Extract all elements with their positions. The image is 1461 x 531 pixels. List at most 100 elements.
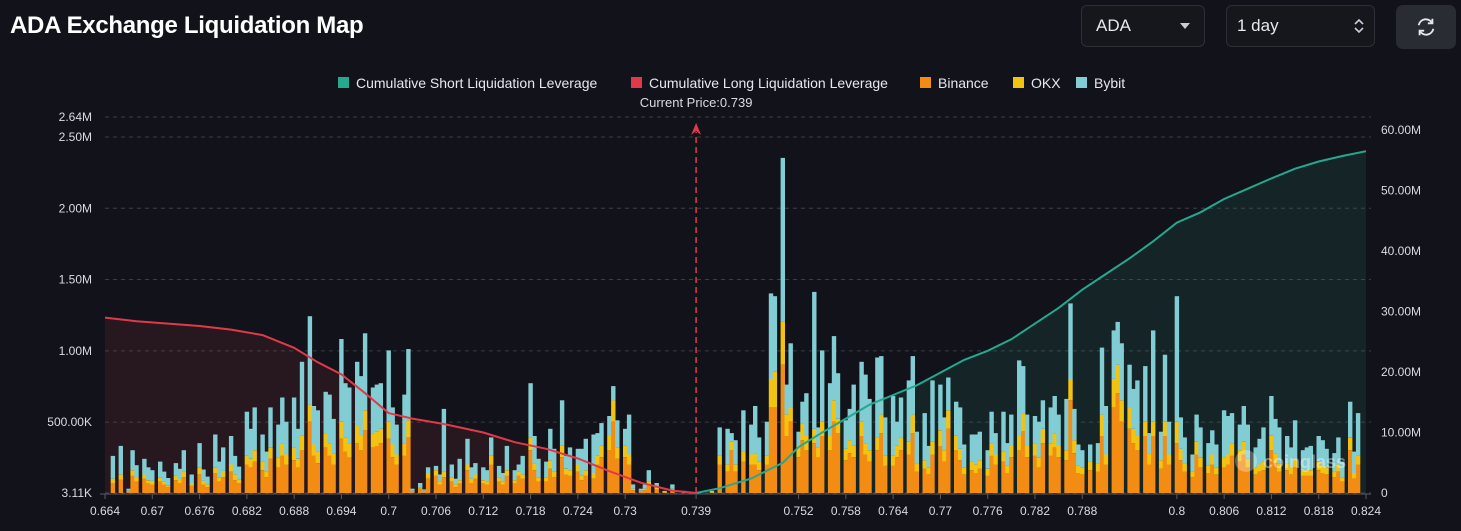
okx-bar (406, 420, 411, 438)
binance-bar (496, 481, 502, 493)
binance-bar (1040, 443, 1046, 493)
binance-bar (1324, 474, 1329, 493)
bybit-bar (1017, 360, 1022, 436)
okx-bar (205, 484, 210, 488)
binance-bar (1131, 443, 1136, 493)
bybit-bar (1277, 427, 1282, 463)
bybit-bar (177, 468, 183, 480)
okx-bar (418, 487, 423, 489)
binance-bar (1194, 454, 1199, 493)
bybit-bar (954, 401, 959, 436)
okx-bar (583, 470, 588, 476)
bybit-bar (642, 484, 648, 489)
okx-bar (1162, 421, 1168, 436)
bybit-bar (402, 394, 407, 444)
bybit-bar (926, 445, 931, 468)
binance-bar (362, 430, 368, 493)
bybit-bar (615, 420, 620, 448)
legend: Cumulative Short Liquidation Leverage Cum… (338, 75, 1125, 91)
bybit-bar (422, 489, 427, 491)
bybit-bar (812, 291, 817, 429)
okx-bar (985, 468, 990, 476)
okx-bar (906, 441, 912, 455)
binance-bar (150, 484, 155, 493)
bybit-bar (1355, 413, 1361, 456)
bybit-bar (236, 466, 242, 480)
binance-bar (469, 483, 474, 493)
binance-bar (1237, 461, 1243, 493)
binance-bar (1111, 407, 1116, 493)
okx-bar (1241, 441, 1246, 455)
bybit-bar (930, 380, 935, 442)
okx-bar (284, 454, 289, 465)
binance-bar (859, 436, 864, 493)
okx-bar (1229, 443, 1235, 456)
okx-bar (670, 488, 675, 491)
x-tick-label: 0.8 (1169, 504, 1186, 518)
bybit-bar (370, 387, 376, 434)
okx-bar (441, 471, 447, 478)
binance-bar (1273, 463, 1278, 493)
bybit-bar (1024, 414, 1030, 446)
binance-bar (358, 450, 364, 493)
okx-bar (437, 481, 443, 485)
time-range-select[interactable]: 1 day (1226, 5, 1375, 47)
binance-bar (418, 488, 423, 493)
binance-bar (1143, 436, 1148, 493)
refresh-button[interactable] (1396, 5, 1456, 49)
bybit-bar (197, 443, 202, 468)
legend-label: Cumulative Long Liquidation Leverage (649, 75, 888, 91)
okx-bar (1352, 473, 1357, 479)
bybit-bar (441, 408, 447, 472)
binance-bar (252, 461, 257, 493)
coin-select[interactable]: ADA (1081, 5, 1205, 47)
okx-bar (1017, 436, 1022, 451)
okx-bar (189, 483, 194, 486)
binance-bar (910, 433, 915, 493)
bybit-bar (1194, 414, 1199, 442)
binance-bar (611, 421, 616, 493)
bybit-bar (165, 478, 171, 486)
okx-bar (914, 463, 919, 472)
okx-bar (753, 453, 758, 465)
binance-bar (449, 481, 454, 493)
bybit-bar (559, 400, 565, 446)
okx-bar (244, 455, 250, 465)
binance-bar (347, 457, 352, 493)
x-axis: 0.664 0.67 0.676 0.682 0.688 0.694 0.7 0.706 0.7… (90, 493, 1381, 518)
bybit-bar (1210, 430, 1215, 455)
okx-bar (1001, 451, 1006, 462)
binance-bar (930, 454, 935, 493)
okx-bar (1316, 461, 1321, 471)
binance-bar (567, 475, 573, 493)
okx-bar (1288, 467, 1294, 475)
bybit-bar (957, 407, 963, 449)
binance-bar (630, 490, 636, 493)
binance-bar (820, 436, 825, 493)
okx-bar (1064, 450, 1069, 461)
binance-bar (500, 484, 506, 493)
binance-bar (232, 480, 238, 493)
bybit-bar (1119, 343, 1124, 401)
binance-bar (161, 484, 167, 493)
okx-bar (1119, 400, 1124, 422)
okx-bar (717, 455, 722, 465)
bybit-bar (118, 445, 123, 475)
binance-bar (228, 471, 234, 493)
bybit-bar (816, 427, 821, 448)
bybit-bar (717, 427, 722, 456)
x-tick-label: 0.664 (90, 504, 120, 518)
bybit-bar (942, 417, 947, 451)
binance-bar (800, 440, 805, 493)
bybit-bar (1206, 443, 1211, 466)
okx-bar (1143, 421, 1148, 436)
binance-bar (741, 461, 746, 493)
bybit-bar (898, 397, 904, 438)
bybit-bar (1143, 366, 1148, 422)
binance-bar (386, 438, 391, 493)
okx-bar (295, 458, 301, 468)
bybit-bar (489, 437, 494, 456)
binance-bar (425, 478, 431, 493)
okx-bar (1040, 428, 1046, 444)
binance-bar (205, 487, 210, 493)
